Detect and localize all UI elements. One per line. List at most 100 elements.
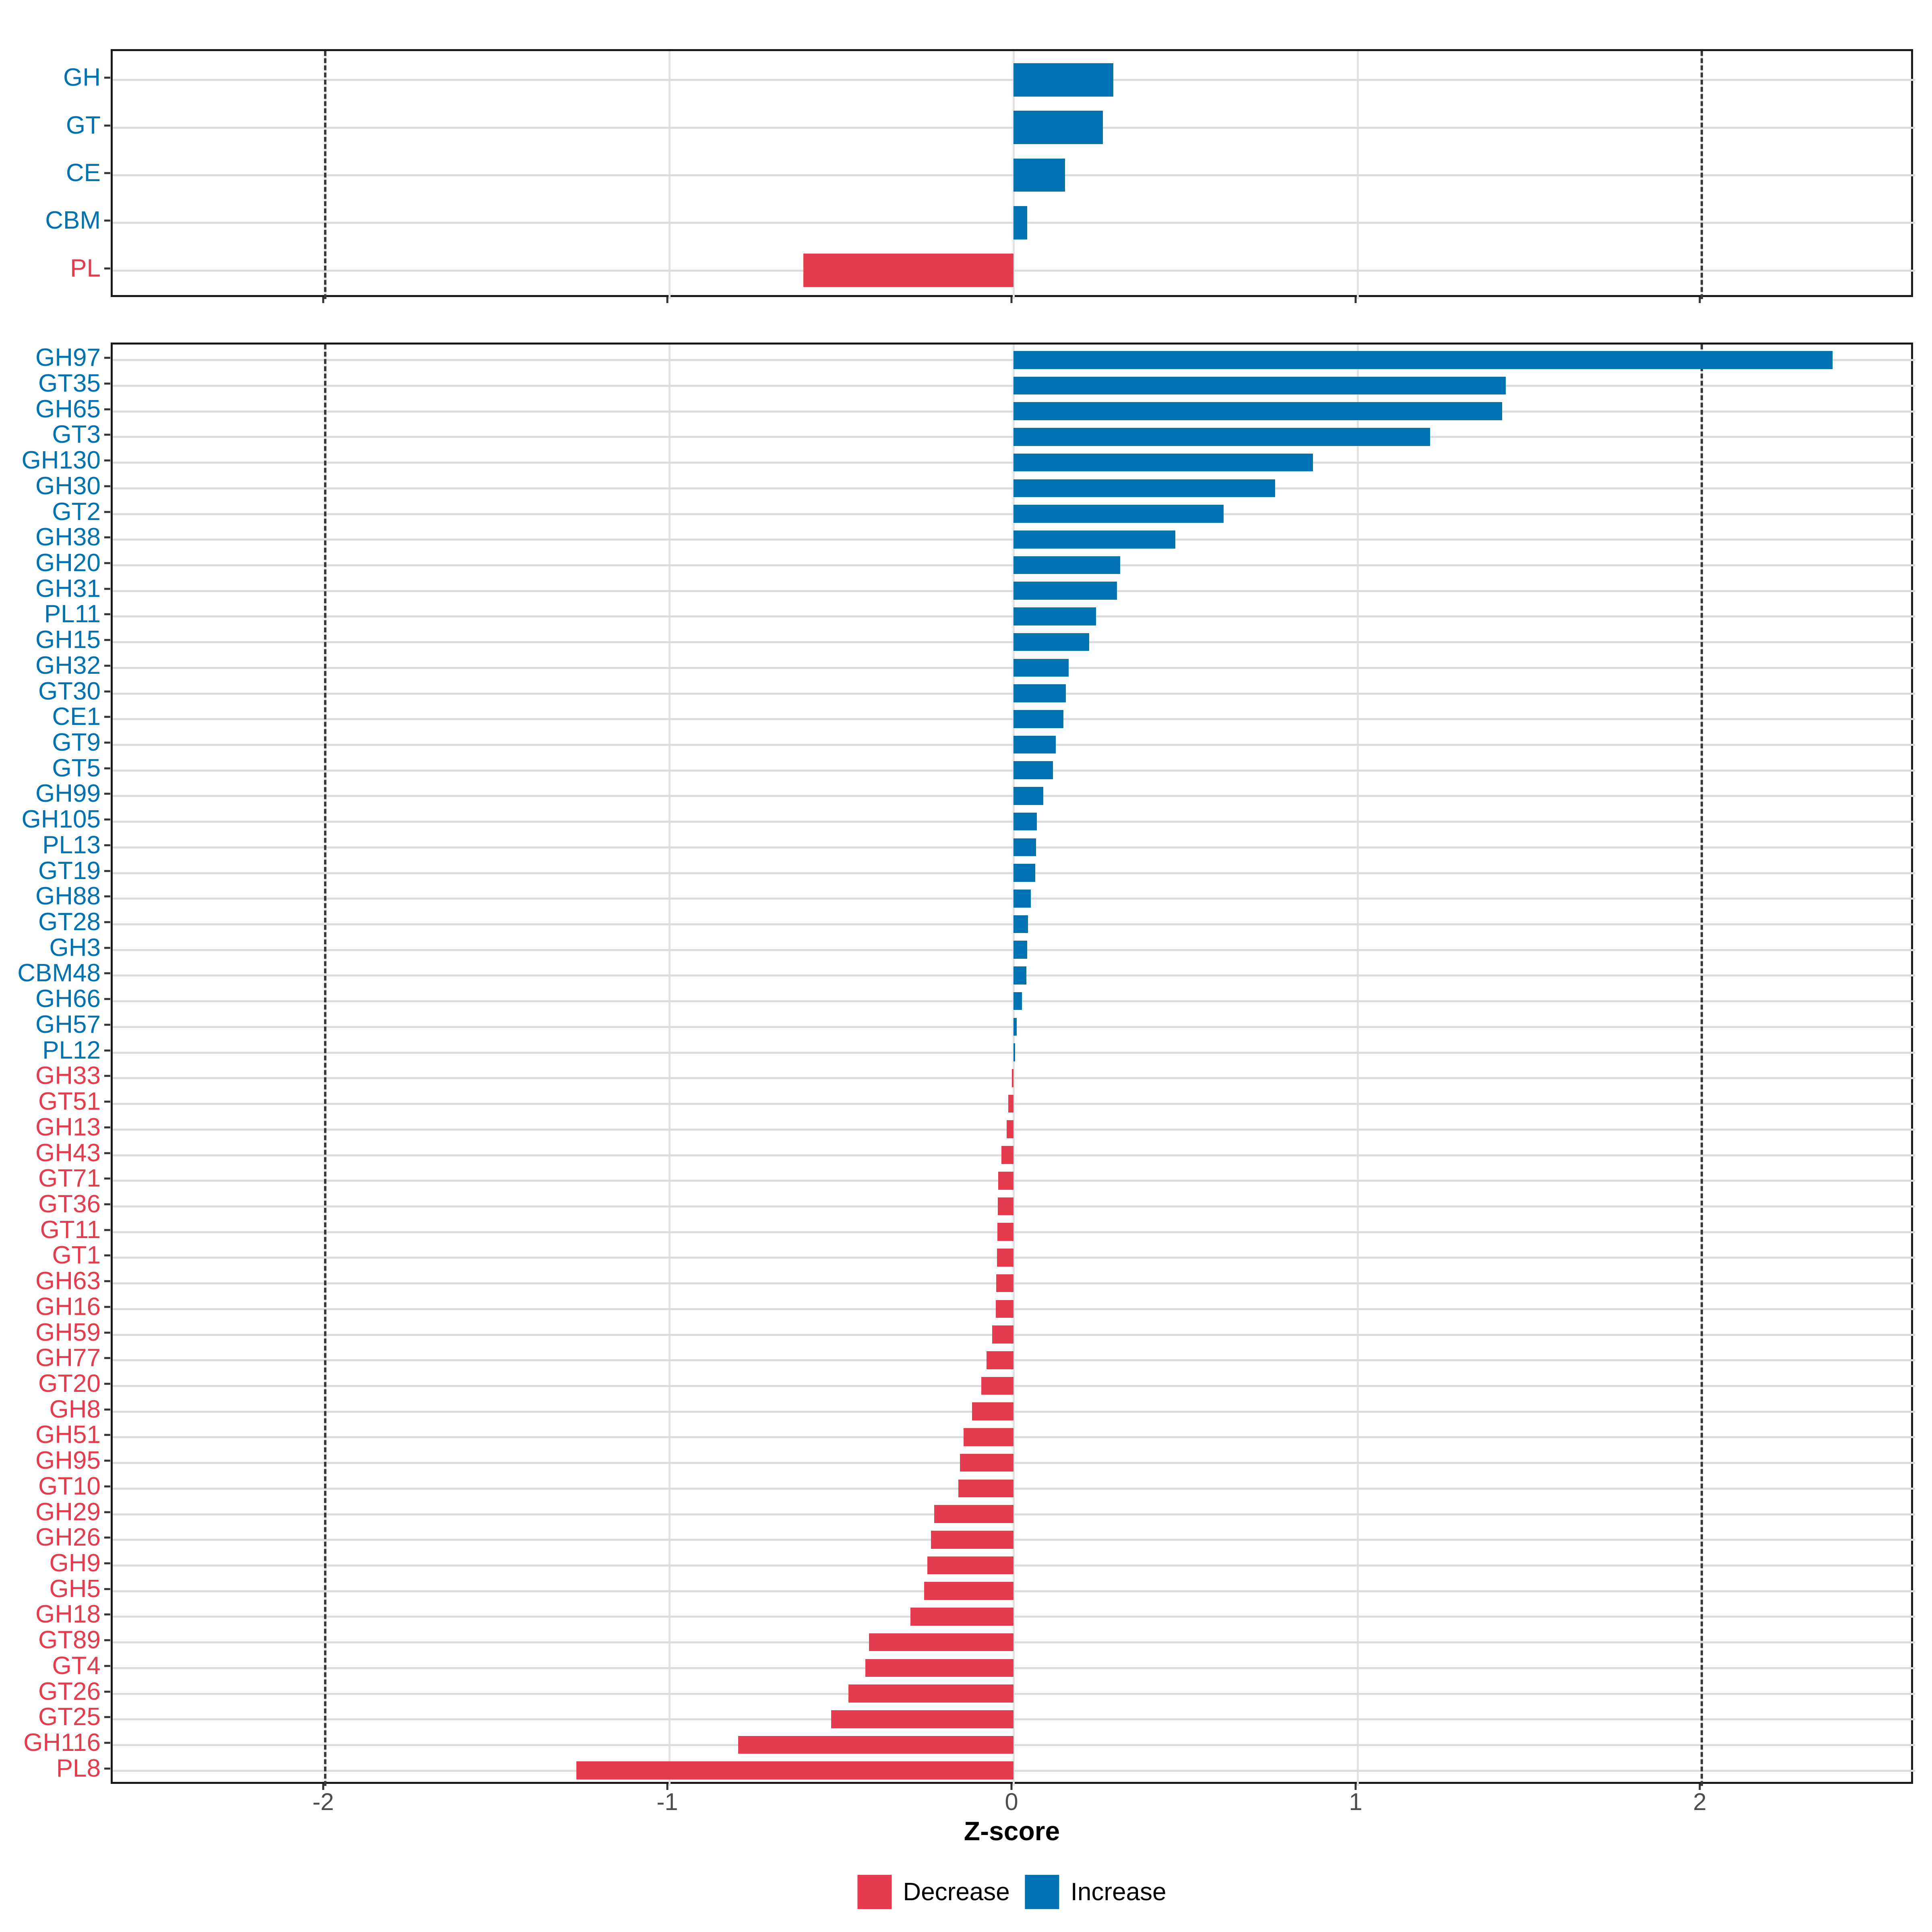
y-axis-tick [104,1459,110,1462]
legend-item-decrease: Decrease [857,1875,1010,1909]
y-axis-tick [104,1203,110,1205]
y-axis-tick [104,485,110,487]
h-gridline [113,1128,1915,1131]
h-gridline [113,1103,1915,1105]
x-axis-tick-label: 1 [1349,1788,1362,1815]
y-axis-tick [104,665,110,667]
h-gridline [113,1641,1915,1644]
bar-gt [1013,111,1103,144]
bar-gt3 [1013,428,1430,446]
h-gridline [113,1769,1915,1772]
y-axis-tick [104,972,110,974]
dashed-guide-line [1701,51,1703,299]
legend-label-decrease: Decrease [903,1878,1010,1906]
y-axis-label-gh3: GH3 [49,933,101,962]
h-gridline [113,1744,1915,1746]
y-axis-label-gh30: GH30 [35,472,101,500]
y-axis-tick [104,818,110,821]
y-axis-label-gh18: GH18 [35,1600,101,1629]
bar-gh66 [1013,992,1022,1010]
bar-gt36 [997,1197,1013,1216]
x-axis-tick [1699,1784,1701,1790]
x-axis-title: Z-score [964,1816,1060,1846]
bar-ce1 [1013,710,1063,728]
bar-gh9 [927,1556,1013,1575]
y-axis-label-gt1: GT1 [52,1241,101,1269]
y-axis-label-gh16: GH16 [35,1292,101,1321]
y-axis-tick [104,536,110,539]
bar-gh63 [996,1274,1013,1292]
y-axis-tick [104,767,110,770]
y-axis-label-gh51: GH51 [35,1421,101,1449]
y-axis-tick [104,1152,110,1154]
bar-gh30 [1013,479,1275,497]
y-axis-tick [104,382,110,385]
y-axis-label-gh66: GH66 [35,985,101,1013]
y-axis-label-gt25: GT25 [38,1703,101,1731]
h-gridline [113,1539,1915,1541]
bar-cbm48 [1013,966,1027,985]
y-axis-label-gt20: GT20 [38,1369,101,1397]
y-axis-tick [104,1434,110,1436]
h-gridline [113,1257,1915,1259]
y-axis-tick [104,1742,110,1744]
bar-gh57 [1013,1018,1017,1036]
y-axis-label-gh88: GH88 [35,882,101,910]
bar-pl8 [576,1761,1013,1780]
bar-gh31 [1013,582,1117,600]
y-axis-tick [104,1177,110,1180]
bar-pl11 [1013,607,1096,625]
bar-gh16 [995,1300,1013,1318]
y-axis-label-gh43: GH43 [35,1139,101,1167]
y-axis-label-gh38: GH38 [35,523,101,551]
y-axis-tick [104,1383,110,1385]
y-axis-label-gt19: GT19 [38,857,101,885]
h-gridline [113,1513,1915,1515]
bar-gh59 [992,1325,1013,1344]
v-gridline [1357,345,1359,1786]
bar-gh32 [1013,658,1069,677]
y-axis-label-gt36: GT36 [38,1190,101,1218]
y-axis-label-gt30: GT30 [38,677,101,705]
bar-gh130 [1013,453,1313,472]
y-axis-label-gt3: GT3 [52,421,101,449]
y-axis-tick [104,1126,110,1129]
bar-gh105 [1013,812,1037,831]
y-axis-tick [104,947,110,949]
bar-gt35 [1013,376,1506,395]
bar-gh20 [1013,556,1121,574]
h-gridline [113,1590,1915,1592]
h-gridline [113,1616,1915,1618]
y-axis-tick [104,459,110,462]
x-axis-tick-label: -1 [656,1788,678,1815]
y-axis-tick [104,124,110,127]
bar-gt26 [848,1684,1013,1703]
y-axis-label-gt89: GT89 [38,1626,101,1654]
bar-gh5 [924,1582,1013,1600]
y-axis-label-gt26: GT26 [38,1677,101,1705]
bar-gt10 [958,1479,1013,1498]
h-gridline [113,1462,1915,1464]
y-axis-label-gt: GT [66,111,101,139]
y-axis-label-pl12: PL12 [42,1036,101,1064]
y-axis-label-gt5: GT5 [52,754,101,782]
y-axis-tick [104,1511,110,1513]
bar-gt11 [997,1223,1013,1241]
y-axis-label-gh13: GH13 [35,1113,101,1141]
bar-pl12 [1013,1043,1016,1061]
y-axis-tick [104,716,110,718]
bar-pl [803,254,1013,287]
h-gridline [113,1487,1915,1490]
bar-gh15 [1013,633,1090,651]
bar-gh3 [1013,941,1028,959]
y-axis-tick [104,562,110,564]
bar-gh77 [987,1351,1013,1369]
bar-gh116 [738,1736,1013,1754]
x-axis-tick-label: 2 [1693,1788,1707,1815]
h-gridline [113,1385,1915,1387]
y-axis-label-gh26: GH26 [35,1523,101,1552]
y-axis-tick [104,1280,110,1282]
bar-gh51 [964,1428,1013,1446]
y-axis-label-gt11: GT11 [40,1216,101,1244]
bar-gt1 [997,1249,1013,1267]
